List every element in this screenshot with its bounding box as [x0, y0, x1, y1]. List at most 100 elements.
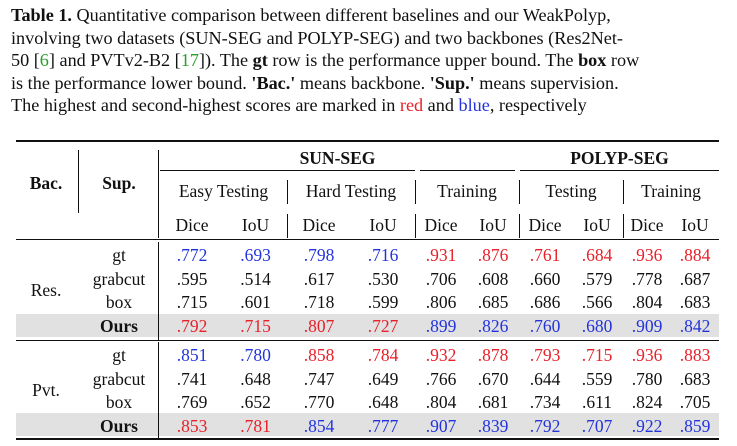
table-cell: .644 [529, 368, 561, 389]
table-cell: .804 [631, 292, 663, 312]
table-bottom-rule [16, 438, 719, 440]
table-cell: .706 [425, 268, 457, 289]
caption-text: , respectively [489, 95, 587, 115]
table-cell: .899 [425, 315, 457, 336]
polypseg-underline [520, 170, 719, 171]
table-cell: .595 [176, 268, 208, 289]
table-cell: .936 [631, 345, 663, 365]
table-cell: .693 [240, 245, 271, 265]
ours-row-shade [16, 413, 719, 436]
caption-text: means supervision. [474, 72, 619, 93]
citation-link[interactable]: 17 [180, 50, 199, 70]
metric-header: Dice [175, 215, 209, 235]
table-cell: .807 [303, 315, 335, 336]
column-separator [287, 214, 288, 238]
caption-text: is the performance lower bound. [11, 72, 252, 93]
table-cell: .741 [176, 368, 208, 389]
sunseg-train-underline [420, 170, 515, 171]
table-cell: .648 [240, 368, 271, 389]
table-cell: .859 [679, 415, 711, 436]
subheader: Easy Testing [178, 181, 269, 201]
table-cell: .780 [240, 345, 271, 365]
caption-text: Quantitative comparison between differen… [71, 5, 611, 25]
table-cell: .780 [631, 368, 663, 389]
table-cell: .566 [581, 292, 613, 312]
caption-sup: 'Sup.' [429, 72, 475, 93]
caption-blue: blue [458, 95, 490, 115]
sunseg-underline [160, 170, 415, 171]
column-separator [158, 214, 159, 238]
metric-header: IoU [583, 215, 611, 235]
table-cell: .715 [176, 292, 208, 312]
citation-link[interactable]: 6 [39, 50, 49, 70]
metric-header: IoU [369, 215, 397, 235]
table-cell: .781 [240, 415, 271, 436]
table-cell: .907 [425, 415, 457, 436]
subheader: Hard Testing [305, 181, 397, 201]
table-cell: .716 [367, 245, 399, 265]
caption-text: means backbone. [295, 72, 430, 93]
table-caption: Table 1. Quantitative comparison between… [11, 4, 731, 117]
supervision-label: box [105, 392, 133, 412]
table-cell: .853 [176, 415, 208, 436]
table-cell: .851 [176, 345, 208, 365]
caption-text: involving two datasets (SUN-SEG and POLY… [11, 27, 623, 48]
table-cell: .772 [176, 245, 208, 265]
header-sup: Sup. [102, 173, 136, 193]
column-separator [415, 214, 416, 238]
ours-row-shade [16, 314, 719, 337]
table-cell: .514 [240, 268, 271, 289]
header-bac: Bac. [29, 173, 63, 193]
table-cell: .707 [581, 415, 613, 436]
table-cell: .839 [477, 415, 509, 436]
column-separator [519, 180, 520, 204]
table-cell: .734 [529, 392, 561, 412]
metric-header: Dice [302, 215, 336, 235]
caption-text: ]). The [198, 50, 253, 70]
table-cell: .747 [303, 368, 335, 389]
column-separator [158, 342, 159, 438]
table-cell: .686 [529, 292, 561, 312]
metric-header: Dice [528, 215, 562, 235]
caption-text: ] and PVTv2-B2 [ [48, 50, 181, 70]
subheader: Training [641, 181, 701, 201]
table-cell: .806 [425, 292, 457, 312]
table-cell: .858 [303, 345, 335, 365]
table-cell: .761 [529, 245, 561, 265]
table-cell: .792 [176, 315, 208, 336]
table-cell: .826 [477, 315, 509, 336]
supervision-label: box [105, 292, 133, 312]
caption-red: red [399, 95, 424, 115]
supervision-label: Ours [100, 315, 138, 336]
table-cell: .715 [240, 315, 271, 336]
metric-header: Dice [424, 215, 458, 235]
table-group-rule [16, 340, 719, 341]
table-cell: .824 [631, 392, 663, 412]
column-separator [158, 150, 159, 238]
table-cell: .579 [581, 268, 613, 289]
supervision-label: grabcut [92, 268, 146, 289]
caption-line-3: 50 [6] and PVTv2-B2 [17]). The gt row is… [11, 49, 731, 72]
metric-header: IoU [479, 215, 507, 235]
subheader: Testing [545, 181, 597, 201]
supervision-label: gt [112, 345, 126, 365]
caption-line-5: The highest and second-highest scores ar… [11, 94, 731, 117]
table-cell: .778 [631, 268, 663, 289]
table-cell: .687 [679, 268, 711, 289]
table-cell: .685 [477, 292, 509, 312]
metric-header: IoU [681, 215, 709, 235]
table-cell: .770 [303, 392, 335, 412]
table-cell: .842 [679, 315, 711, 336]
subheader: Training [437, 181, 497, 201]
header-polypseg: POLYP-SEG [570, 148, 669, 168]
table-cell: .876 [477, 245, 509, 265]
table-cell: .727 [367, 315, 399, 336]
caption-text: row [606, 50, 640, 70]
table-header-rule [16, 239, 719, 240]
table-cell: .611 [582, 392, 612, 412]
supervision-label: Ours [100, 415, 138, 436]
table-cell: .670 [477, 368, 509, 389]
header-sunseg: SUN-SEG [299, 148, 376, 168]
caption-text: row is the performance upper bound. The [267, 50, 579, 70]
table-cell: .878 [477, 345, 509, 365]
